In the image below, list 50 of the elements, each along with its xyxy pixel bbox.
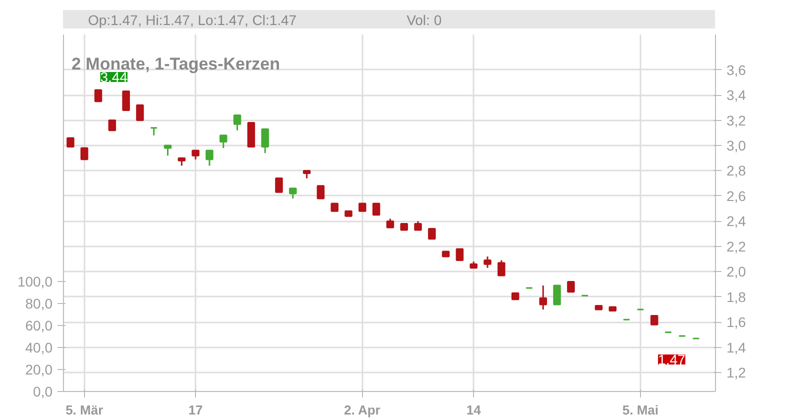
candlestick bbox=[428, 228, 436, 240]
candlestick bbox=[261, 128, 269, 154]
y-tick-label: 2,2 bbox=[726, 238, 746, 254]
y2-tick-label: 100,0 bbox=[17, 274, 53, 290]
candlestick bbox=[316, 185, 325, 200]
y-tick-label: 1,6 bbox=[726, 314, 746, 330]
candlestick bbox=[275, 178, 283, 193]
y2-tick-label: 80,0 bbox=[25, 296, 53, 312]
candlestick bbox=[219, 134, 228, 149]
y-tick-label: 1,8 bbox=[726, 288, 746, 305]
candlestick bbox=[372, 202, 380, 216]
candlestick bbox=[553, 284, 561, 306]
y-tick-label: 3,6 bbox=[726, 62, 746, 78]
y-tick-label: 3,2 bbox=[726, 112, 746, 128]
y-tick-label: 2,8 bbox=[726, 162, 746, 179]
text: Op:1.47, Hi:1.47, Lo:1.47, Cl:1.47 bbox=[88, 12, 297, 28]
candlestick bbox=[539, 284, 547, 310]
candlestick bbox=[122, 90, 130, 111]
candlestick bbox=[567, 281, 575, 293]
candlestick bbox=[289, 188, 297, 200]
y2-tick-label: 0,0 bbox=[33, 384, 53, 400]
y-tick-label: 3,4 bbox=[726, 87, 746, 104]
candlestick bbox=[498, 260, 506, 276]
candlestick bbox=[136, 104, 144, 122]
text: Vol: 0 bbox=[406, 12, 442, 28]
candlestick bbox=[108, 120, 116, 132]
annotation: 1,47 bbox=[658, 352, 686, 368]
x-tick-label: 2. Apr bbox=[344, 402, 380, 418]
candlestick bbox=[94, 89, 102, 102]
candlestick bbox=[150, 127, 158, 136]
candlestick bbox=[484, 256, 492, 269]
candlestick bbox=[233, 114, 242, 132]
candlestick bbox=[164, 144, 172, 156]
x-tick-label: 5. Mär bbox=[66, 402, 104, 418]
candlestick bbox=[206, 150, 214, 166]
y-tick-label: 2,4 bbox=[726, 213, 746, 230]
y2-tick-label: 40,0 bbox=[25, 340, 53, 356]
y-tick-label: 1,2 bbox=[726, 364, 746, 381]
candlestick bbox=[456, 248, 464, 262]
x-tick-label: 5. Mai bbox=[622, 402, 658, 418]
candlestick bbox=[247, 122, 256, 148]
y2-tick-label: 20,0 bbox=[25, 362, 53, 378]
y-tick-label: 2,0 bbox=[726, 264, 746, 280]
y-tick-label: 2,6 bbox=[726, 188, 746, 204]
y2-tick-label: 60,0 bbox=[25, 318, 53, 334]
y-tick-label: 1,4 bbox=[726, 339, 746, 356]
x-tick-label: 17 bbox=[188, 402, 203, 418]
y-tick-label: 3,0 bbox=[726, 138, 746, 154]
candlestick bbox=[80, 147, 88, 160]
x-tick-label: 14 bbox=[466, 402, 482, 418]
